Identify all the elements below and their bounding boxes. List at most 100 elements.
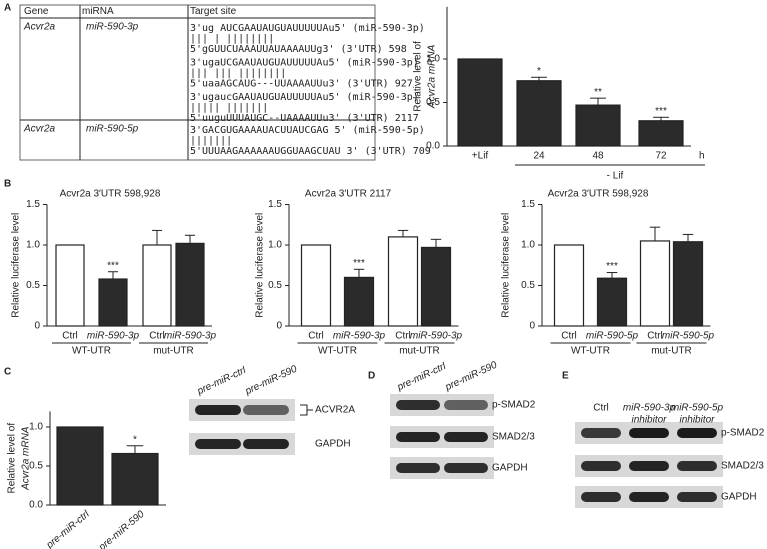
x-tick-label: miR-590-3p xyxy=(410,331,463,342)
lane-label: Ctrl xyxy=(593,403,609,414)
panel-label: C xyxy=(4,367,11,378)
blot-band xyxy=(396,432,440,442)
blot-band xyxy=(195,439,241,449)
blot-strip xyxy=(390,394,494,416)
x-tick-label: miR-590-5p xyxy=(662,331,715,342)
target-site: 5'uaaAGCAUG---UUAAAAUUu3' (3'UTR) 927 xyxy=(190,79,413,90)
significance: ** xyxy=(594,87,602,98)
blot-row-label: SMAD2/3 xyxy=(721,461,764,472)
bar xyxy=(553,244,585,327)
bar xyxy=(639,240,671,327)
y-tick-label: 0.5 xyxy=(268,280,282,291)
target-site: 3'ug AUCGAAUAUGUAUUUUUAu5' (miR-590-3p) xyxy=(190,23,425,34)
y-tick-label: 1.0 xyxy=(268,240,282,251)
group-label: mut-UTR xyxy=(399,346,440,357)
lane-label: inhibitor xyxy=(679,415,715,426)
group-label: WT-UTR xyxy=(72,346,111,357)
x-tick-label: pre-miR-ctrl xyxy=(44,508,92,549)
x-tick-label: miR-590-3p xyxy=(333,331,386,342)
blot-band xyxy=(629,428,669,438)
lane-label: miR-590-3p xyxy=(623,403,676,414)
mirna: miR-590-3p xyxy=(86,22,139,33)
blot-band xyxy=(677,461,717,471)
blot-band xyxy=(195,405,241,415)
y-tick-label: 1.0 xyxy=(521,240,535,251)
group-label: mut-UTR xyxy=(651,346,692,357)
bar xyxy=(672,241,704,327)
y-axis-label: Relative level of xyxy=(413,41,424,112)
chart-title: Acvr2a 3′UTR 598,928 xyxy=(60,189,161,200)
y-tick-label: 0 xyxy=(529,321,535,332)
target-site: ||||||| xyxy=(190,136,232,147)
y-tick-label: 1.0 xyxy=(29,422,43,433)
target-site: 3'GACGUGAAAAUACUUAUCGAG 5' (miR-590-5p) xyxy=(190,125,425,136)
blot-band xyxy=(581,492,621,502)
x-tick-label: 72 xyxy=(655,151,667,162)
blot-row-label: p-SMAD2 xyxy=(721,428,765,439)
x-tick-label: +Lif xyxy=(472,151,489,162)
lane-label: pre-miR-590 xyxy=(443,359,499,393)
lane-label: pre-miR-ctrl xyxy=(395,361,449,394)
blot-strip xyxy=(189,399,295,421)
bar xyxy=(343,276,375,327)
blot-band xyxy=(581,428,621,438)
y-tick-label: 0.0 xyxy=(426,141,440,152)
target-site: 5'UUUAAGAAAAAAUGGUAAGCUAU 3' (3'UTR) 709 xyxy=(190,146,431,157)
target-site: 5'uuguUUUAUGC--UAAAAUUu3' (3'UTR) 2117 xyxy=(190,113,419,124)
bar xyxy=(420,246,452,327)
group-label: mut-UTR xyxy=(153,346,194,357)
blot-band xyxy=(677,428,717,438)
bar xyxy=(516,80,562,147)
significance: *** xyxy=(606,261,618,272)
bar xyxy=(55,244,85,327)
y-axis-label: Relative level of xyxy=(7,423,18,494)
table-header: Target site xyxy=(190,6,237,17)
panel-label: B xyxy=(4,179,11,190)
y-tick-label: 1.5 xyxy=(521,199,535,210)
target-site: 3'ugaucGAAUAUGUAUUUUUAu5' (miR-590-3p) xyxy=(190,92,419,103)
target-site: ||| | |||||||| xyxy=(190,34,274,45)
blot-band xyxy=(444,400,488,410)
significance: * xyxy=(537,66,541,77)
blot-strip xyxy=(390,426,494,448)
table-header: Gene xyxy=(24,6,49,17)
blot-row-label: GAPDH xyxy=(492,463,528,474)
mirna: miR-590-5p xyxy=(86,124,139,135)
bar xyxy=(575,104,621,147)
unit-label: h xyxy=(699,151,705,162)
x-tick-label: Ctrl xyxy=(395,331,411,342)
x-tick-label: 24 xyxy=(533,151,545,162)
blot-band xyxy=(243,405,289,415)
x-tick-label: miR-590-5p xyxy=(586,331,639,342)
y-tick-label: 0.5 xyxy=(29,461,43,472)
x-tick-label: Ctrl xyxy=(62,331,78,342)
group-label: WT-UTR xyxy=(571,346,610,357)
blot-row-label: GAPDH xyxy=(315,439,351,450)
y-tick-label: 0 xyxy=(34,321,40,332)
blot-band xyxy=(629,461,669,471)
y-tick-label: 0.5 xyxy=(426,97,440,108)
lane-label: inhibitor xyxy=(631,415,667,426)
panel-label: E xyxy=(562,371,569,382)
blot-band xyxy=(629,492,669,502)
blot-strip xyxy=(390,457,494,479)
blot-strip xyxy=(189,433,295,455)
y-tick-label: 1.5 xyxy=(26,199,40,210)
x-tick-label: pre-miR-590 xyxy=(96,509,147,549)
blot-row-label: SMAD2/3 xyxy=(492,432,535,443)
chart-title: Acvr2a 3′UTR 2117 xyxy=(305,189,392,200)
y-tick-label: 1.0 xyxy=(26,240,40,251)
y-axis-label: Relative luciferase level xyxy=(501,213,512,318)
x-tick-label: Ctrl xyxy=(647,331,663,342)
blot-band xyxy=(396,463,440,473)
significance: *** xyxy=(107,260,119,271)
bar xyxy=(387,236,419,327)
bar xyxy=(175,242,205,327)
bar xyxy=(98,278,128,327)
x-tick-label: miR-590-3p xyxy=(87,331,140,342)
group-label: WT-UTR xyxy=(318,346,357,357)
y-tick-label: 0.5 xyxy=(26,280,40,291)
x-tick-label: 48 xyxy=(592,151,604,162)
target-site: 5'gGUUCUAAAUUAUAAAAUUg3' (3'UTR) 598 xyxy=(190,44,407,55)
